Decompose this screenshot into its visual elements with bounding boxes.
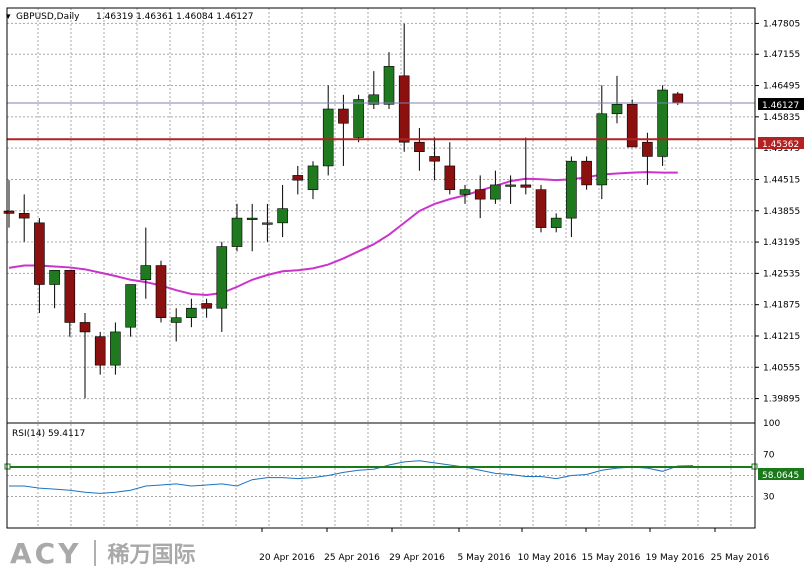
level-label: 1.45362	[762, 140, 799, 150]
candle-body	[64, 269, 76, 323]
x-tick-label: 10 May 2016	[518, 553, 577, 563]
x-tick-label: 15 May 2016	[582, 553, 641, 563]
ohlc-header: 1.46319 1.46361 1.46084 1.46127	[96, 12, 253, 22]
candle-body	[566, 160, 577, 219]
candle-body	[34, 222, 45, 285]
rsi-label: RSI(14) 59.4117	[12, 429, 85, 439]
header-arrow: ▾	[6, 12, 11, 22]
candle-body	[611, 103, 623, 115]
candle-body	[186, 307, 197, 319]
candle-body	[338, 108, 349, 124]
y-tick-label: 1.46495	[763, 82, 800, 92]
candle-body	[322, 108, 334, 167]
watermark-chinese: 稀万国际	[107, 543, 196, 568]
level-box	[758, 137, 804, 149]
levels	[7, 102, 755, 141]
candle-body	[262, 222, 273, 225]
ma-line	[8, 171, 678, 296]
candle-body	[429, 156, 440, 162]
candle-body	[18, 213, 30, 219]
candle-body	[657, 89, 668, 157]
y-tick-label: 1.43855	[763, 207, 800, 217]
candles	[3, 23, 684, 399]
candle-body	[125, 284, 136, 328]
candle-body	[368, 94, 380, 105]
x-tick-label: 5 May 2016	[458, 553, 511, 563]
y-tick-label: 1.47805	[763, 19, 800, 29]
plot-frame	[6, 7, 756, 529]
x-tick-label: 20 Apr 2016	[259, 553, 315, 563]
candle-body	[246, 217, 258, 220]
x-tick-label: 29 Apr 2016	[389, 553, 445, 563]
candle-body	[626, 103, 638, 148]
watermark-divider	[93, 540, 96, 566]
candle-body	[201, 303, 212, 309]
y-tick-label: 1.44515	[763, 175, 800, 185]
rsi-line	[9, 460, 694, 494]
candle-body	[94, 336, 106, 366]
candle-body	[672, 93, 684, 104]
y-tick-label: 1.45175	[763, 144, 800, 154]
y-tick-label: 1.42535	[763, 269, 800, 279]
watermark-brand: ACY	[10, 536, 82, 570]
rsi-tick-label: 100	[763, 419, 780, 429]
candle-body	[490, 184, 501, 200]
candle-body	[3, 210, 15, 214]
candle-body	[383, 66, 395, 105]
candle-body	[353, 99, 364, 138]
candle-body	[596, 113, 608, 186]
candle-body	[155, 265, 167, 319]
candle-body	[550, 217, 562, 228]
grid	[7, 8, 755, 528]
candle-body	[444, 165, 456, 190]
price-label: 1.46127	[762, 101, 799, 111]
y-tick-label: 1.47155	[763, 50, 800, 60]
candle-body	[170, 317, 182, 323]
candle-body	[277, 208, 288, 224]
candle-body	[398, 75, 410, 143]
candle-body	[520, 184, 532, 188]
candle-body	[292, 175, 304, 181]
y-tick-label: 1.40555	[763, 363, 800, 373]
x-tick-label: 25 May 2016	[711, 553, 770, 563]
candle-body	[642, 141, 653, 157]
y-tick-label: 1.41875	[763, 301, 800, 311]
y-tick-label: 1.39895	[763, 395, 800, 405]
x-tick-label: 25 Apr 2016	[324, 553, 380, 563]
axes: 1.47805 1.47155 1.46495 1.45835 1.45175 1.445…	[6, 7, 800, 563]
candle-body	[459, 189, 471, 195]
rsi-panel: 100705030	[4, 419, 780, 503]
rsi-level-box	[758, 468, 804, 480]
candle-body	[79, 322, 91, 333]
candle-body	[49, 269, 60, 285]
candle-body	[414, 141, 425, 153]
candle-body	[140, 265, 152, 281]
candle-body	[307, 165, 319, 190]
rsi-tick-label: 70	[763, 451, 775, 461]
symbol-header: GBPUSD,Daily	[16, 12, 80, 22]
candle-body	[474, 189, 486, 200]
candle-body	[216, 246, 228, 309]
y-tick-label: 1.43195	[763, 238, 800, 248]
y-tick-label: 1.45835	[763, 113, 800, 123]
candle-body	[581, 160, 592, 186]
x-tick-label: 19 May 2016	[646, 553, 705, 563]
rsi-tick-label: 30	[763, 493, 775, 503]
y-tick-label: 1.41215	[763, 332, 800, 342]
candle-body	[535, 189, 547, 228]
candle-body	[110, 331, 121, 366]
candle-body	[505, 184, 516, 187]
watermark: ACY 稀万国际	[0, 530, 228, 576]
rsi-level-label: 58.0645	[762, 471, 799, 481]
price-box	[758, 98, 804, 110]
candle-body	[231, 217, 243, 247]
moving-average	[8, 171, 678, 296]
